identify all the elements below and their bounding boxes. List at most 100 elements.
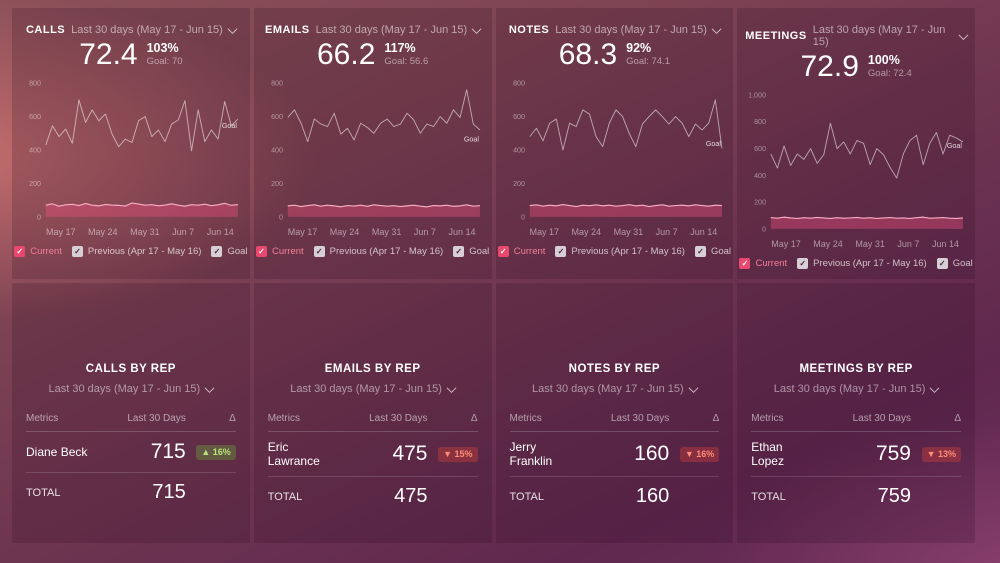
col-last-30-days: Last 30 Days [852,413,911,424]
legend-item-current[interactable]: ✓ Current [497,246,546,257]
checkbox-goal-icon[interactable]: ✓ [694,246,706,257]
checkbox-current-icon[interactable]: ✓ [14,246,26,257]
kpi-header: MEETINGS Last 30 days (May 17 - Jun 15) [745,24,969,48]
x-tick: May 17 [771,239,801,249]
checkbox-previous-icon[interactable]: ✓ [313,246,325,257]
checkbox-current-icon[interactable]: ✓ [255,246,267,257]
goal-percent: 117% [384,41,416,55]
legend-label: Current [513,246,546,257]
x-tick: Jun 14 [690,227,718,237]
date-range-label: Last 30 days (May 17 - Jun 15) [48,383,201,395]
checkbox-goal-icon[interactable]: ✓ [936,258,948,269]
legend-item-goal[interactable]: ✓ Goal [453,246,489,257]
checkbox-previous-icon[interactable]: ✓ [71,246,83,257]
delta-column-header: Δ [470,413,478,424]
col-metrics: Metrics [751,413,784,424]
svg-text:Goal: Goal [222,122,238,130]
table-header-row: Metrics Last 30 Days Δ [751,413,961,432]
legend-item-previous[interactable]: ✓ Previous (Apr 17 - May 16) [797,258,927,269]
date-range-label: Last 30 days (May 17 - Jun 15) [71,24,223,36]
trend-chart[interactable]: 800 600 400 200 0 Goal [504,73,726,227]
kpi-header: NOTES Last 30 days (May 17 - Jun 15) [504,23,726,36]
total-label: TOTAL [267,490,303,503]
table-row[interactable]: Jerry Franklin 160 ▼ 16% [509,432,720,477]
checkbox-current-icon[interactable]: ✓ [739,258,751,269]
checkbox-goal-icon[interactable]: ✓ [211,246,223,257]
total-value: 759 [877,485,911,507]
x-tick: May 31 [371,227,402,237]
x-tick: May 17 [287,227,318,237]
rep-name: Eric Lawrance [267,440,320,468]
total-value: 475 [394,485,428,507]
legend-label: Previous (Apr 17 - May 16) [813,258,927,269]
svg-text:200: 200 [271,180,283,188]
checkbox-current-icon[interactable]: ✓ [497,246,509,257]
total-label: TOTAL [751,490,786,503]
svg-text:400: 400 [271,146,283,154]
trend-chart[interactable]: 800 600 400 200 0 Goal [262,73,484,227]
svg-text:400: 400 [754,172,766,180]
checkbox-goal-icon[interactable]: ✓ [453,246,465,257]
chevron-down-icon [471,23,482,34]
rep-table: Metrics Last 30 Days Δ Diane Beck 715 ▲ … [26,413,236,512]
goal-label: Goal: 70 [146,56,183,67]
kpi-subvalues: 92% Goal: 74.1 [626,41,670,67]
legend-item-current[interactable]: ✓ Current [14,246,62,257]
legend-item-previous[interactable]: ✓ Previous (Apr 17 - May 16) [71,246,202,257]
chart-legend: ✓ Current ✓ Previous (Apr 17 - May 16) ✓… [14,246,248,257]
svg-text:200: 200 [513,180,525,188]
legend-item-goal[interactable]: ✓ Goal [694,246,731,257]
date-range-label: Last 30 days (May 17 - Jun 15) [290,383,442,395]
legend-label: Current [30,246,62,257]
legend-item-previous[interactable]: ✓ Previous (Apr 17 - May 16) [555,246,685,257]
date-range-selector[interactable]: Last 30 days (May 17 - Jun 15) [26,382,236,395]
svg-text:0: 0 [521,213,525,221]
date-range-selector[interactable]: Last 30 days (May 17 - Jun 15) [316,23,482,36]
rep-table-card-notes: NOTES BY REP Last 30 days (May 17 - Jun … [495,283,734,543]
svg-text:400: 400 [29,146,41,154]
table-total-row: TOTAL 160 [510,477,720,516]
legend-item-current[interactable]: ✓ Current [739,258,787,269]
svg-text:200: 200 [29,180,41,188]
table-row[interactable]: Eric Lawrance 475 ▼ 15% [267,432,478,477]
x-tick: May 24 [813,239,843,249]
date-range-selector[interactable]: Last 30 days (May 17 - Jun 15) [510,382,720,395]
svg-text:0: 0 [37,213,41,221]
legend-item-current[interactable]: ✓ Current [255,246,304,257]
svg-text:800: 800 [754,118,766,126]
chevron-down-icon [204,382,215,393]
date-range-selector[interactable]: Last 30 days (May 17 - Jun 15) [71,23,238,36]
date-range-selector[interactable]: Last 30 days (May 17 - Jun 15) [751,382,961,395]
table-row[interactable]: Ethan Lopez 759 ▼ 13% [751,432,961,477]
date-range-selector[interactable]: Last 30 days (May 17 - Jun 15) [555,23,722,36]
x-tick: May 24 [329,227,360,237]
kpi-value-row: 72.4 103% Goal: 70 [20,38,242,71]
svg-text:600: 600 [271,113,283,121]
trend-chart[interactable]: 800 600 400 200 0 Goal [20,73,242,227]
rep-table-card-meetings: MEETINGS BY REP Last 30 days (May 17 - J… [737,283,975,543]
checkbox-previous-icon[interactable]: ✓ [555,246,567,257]
kpi-subvalues: 117% Goal: 56.6 [384,41,428,67]
col-metrics: Metrics [267,413,300,424]
legend-item-goal[interactable]: ✓ Goal [936,258,973,269]
goal-percent: 103% [146,41,179,55]
table-total-row: TOTAL 715 [26,473,236,512]
legend-label: Previous (Apr 17 - May 16) [87,246,202,257]
legend-item-goal[interactable]: ✓ Goal [211,246,248,257]
date-range-selector[interactable]: Last 30 days (May 17 - Jun 15) [268,382,478,395]
rep-table-card-calls: CALLS BY REP Last 30 days (May 17 - Jun … [12,283,250,543]
svg-text:200: 200 [754,199,766,207]
chart-legend: ✓ Current ✓ Previous (Apr 17 - May 16) ✓… [739,258,973,269]
x-axis-labels: May 17 May 24 May 31 Jun 7 Jun 14 [262,227,484,237]
svg-text:0: 0 [762,225,766,233]
chevron-down-icon [446,382,457,393]
legend-item-previous[interactable]: ✓ Previous (Apr 17 - May 16) [313,246,443,257]
checkbox-previous-icon[interactable]: ✓ [797,258,809,269]
rep-name: Ethan Lopez [751,440,784,468]
x-axis-labels: May 17 May 24 May 31 Jun 7 Jun 14 [504,227,726,237]
date-range-selector[interactable]: Last 30 days (May 17 - Jun 15) [813,24,969,48]
table-row[interactable]: Diane Beck 715 ▲ 16% [26,432,236,473]
x-tick: May 17 [46,227,76,237]
legend-label: Goal [952,258,973,269]
trend-chart[interactable]: 1,000 800 600 400 200 0 Goal [745,85,967,239]
